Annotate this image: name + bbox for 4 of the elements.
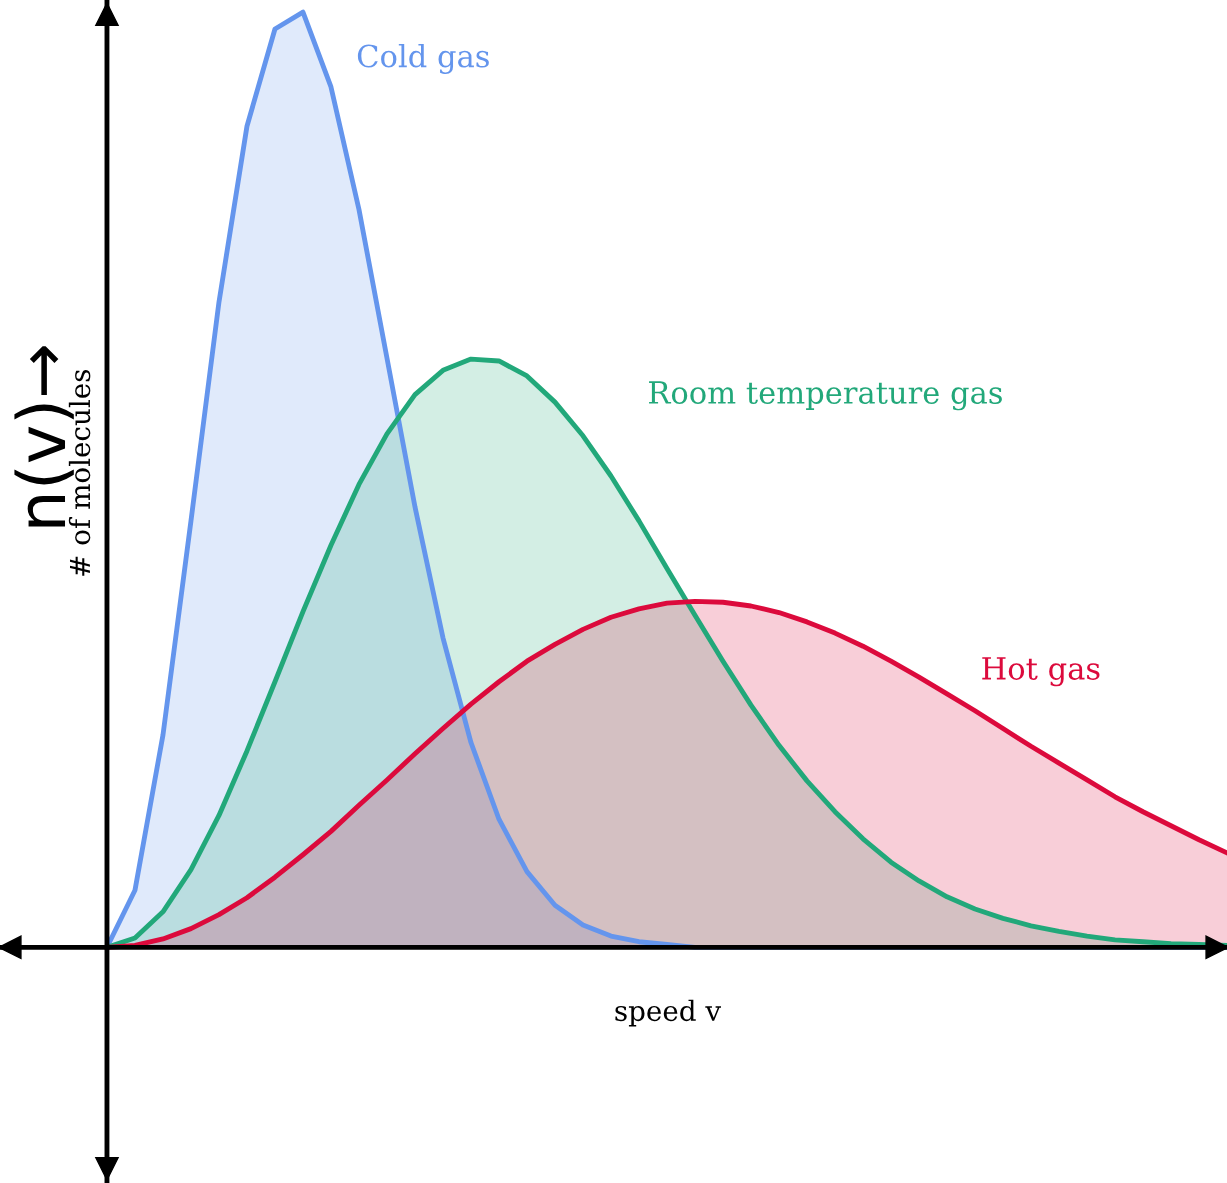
series-label: Cold gas bbox=[357, 43, 489, 74]
series-label: Hot gas bbox=[982, 657, 1100, 687]
x-axis-title: speed v bbox=[615, 999, 722, 1027]
text: Room temperature gas bbox=[649, 381, 1002, 411]
